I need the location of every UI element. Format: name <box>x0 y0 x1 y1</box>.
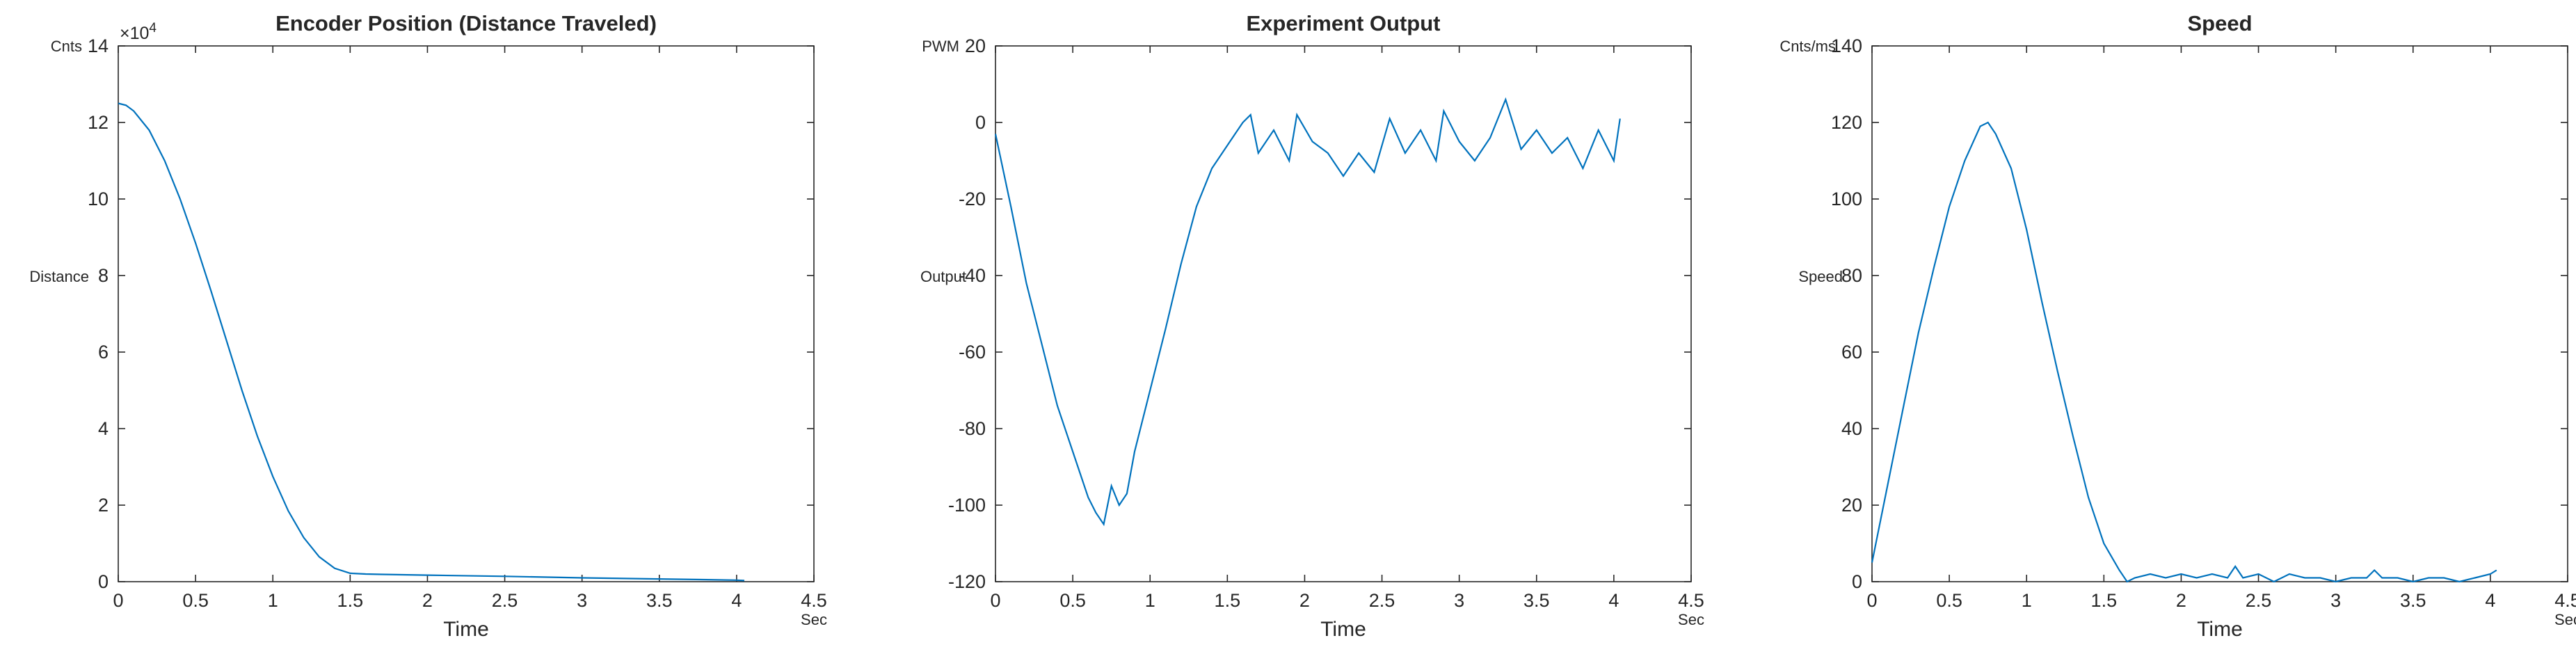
series-line <box>118 102 745 582</box>
x-tick-label: 1 <box>2022 590 2032 611</box>
y-unit-label: Cnts <box>51 38 82 55</box>
x-tick-label: 3.5 <box>2400 590 2426 611</box>
x-axis-label: Time <box>2197 618 2243 641</box>
x-tick-label: 1.5 <box>1215 590 1241 611</box>
y-axis-label: Distance <box>29 268 89 285</box>
y-tick-label: 0 <box>975 112 986 133</box>
x-tick-labels: 0 0.5 1 1.5 2 2.5 3 3.5 4 4.5 <box>1866 46 2576 611</box>
chart-title: Experiment Output <box>1246 11 1440 35</box>
y-axis-label: Output <box>920 268 966 285</box>
axes-frame <box>995 45 1692 582</box>
y-tick-label: 10 <box>88 189 109 209</box>
x-tick-label: 1.5 <box>2091 590 2118 611</box>
plot-area: 0 2 4 6 8 10 12 14 0 0.5 1 1.5 2 2.5 3 3.5 4 4.5 <box>88 35 827 611</box>
x-tick-label: 2 <box>422 590 433 611</box>
y-tick-label: 100 <box>1831 189 1862 209</box>
x-unit-label: Sec <box>801 611 827 628</box>
y-tick-label: 0 <box>1852 571 1862 592</box>
y-tick-label: -40 <box>959 265 986 286</box>
x-tick-label: 2 <box>2176 590 2186 611</box>
plot-area: 0 20 40 60 80 100 120 140 0 0.5 1 1.5 2 2.5 3 3.5 4 4.5 <box>1831 35 2576 611</box>
chart-title: Encoder Position (Distance Traveled) <box>275 11 657 35</box>
y-tick-label: 12 <box>88 112 109 133</box>
x-axis-label: Time <box>1320 618 1366 641</box>
x-tick-label: 2.5 <box>2246 590 2272 611</box>
x-tick-label: 3 <box>1454 590 1464 611</box>
x-tick-label: 2.5 <box>1369 590 1395 611</box>
x-tick-label: 0.5 <box>182 590 209 611</box>
y-tick-labels: -120 -100 -80 -60 -40 -20 0 20 <box>948 35 1691 592</box>
x-tick-label: 2 <box>1299 590 1310 611</box>
y-tick-label: 120 <box>1831 112 1862 133</box>
y-tick-labels: 0 20 40 60 80 100 120 140 <box>1831 35 2568 592</box>
series-line <box>994 97 1621 527</box>
y-tick-label: 40 <box>1841 418 1862 439</box>
y-tick-label: 2 <box>98 495 109 516</box>
y-tick-label: 60 <box>1841 342 1862 363</box>
x-tick-labels: 0 0.5 1 1.5 2 2.5 3 3.5 4 4.5 <box>113 46 827 611</box>
x-tick-label: 4.5 <box>2554 590 2576 611</box>
x-tick-label: 0 <box>990 590 1000 611</box>
x-tick-label: 0 <box>1866 590 1877 611</box>
y-tick-label: 14 <box>88 35 109 56</box>
y-exponent-label: ×104 <box>120 21 157 43</box>
x-tick-label: 4.5 <box>801 590 827 611</box>
series-line <box>1871 121 2497 583</box>
x-tick-labels: 0 0.5 1 1.5 2 2.5 3 3.5 4 4.5 <box>990 46 1704 611</box>
exponent-base: ×10 <box>120 24 149 43</box>
y-tick-label: 0 <box>98 571 109 592</box>
y-tick-label: -100 <box>948 495 986 516</box>
y-tick-label: 8 <box>98 265 109 286</box>
x-tick-label: 1.5 <box>337 590 364 611</box>
y-tick-label: 4 <box>98 418 109 439</box>
y-tick-label: 80 <box>1841 265 1862 286</box>
chart-panel-speed: Speed 0 20 40 60 80 100 120 140 0 0.5 1 1.5 2 2.5 3 3.… <box>1779 11 2576 641</box>
chart-title: Speed <box>2187 11 2252 35</box>
x-unit-label: Sec <box>2554 611 2576 628</box>
axes-frame <box>1871 45 2568 582</box>
x-tick-label: 1 <box>268 590 278 611</box>
x-tick-label: 3.5 <box>1523 590 1550 611</box>
x-tick-label: 1 <box>1145 590 1155 611</box>
x-tick-label: 2.5 <box>492 590 518 611</box>
y-tick-label: -60 <box>959 342 986 363</box>
x-tick-label: 3 <box>2330 590 2341 611</box>
y-tick-label: -120 <box>948 571 986 592</box>
chart-panel-encoder-position: Encoder Position (Distance Traveled) 0 2 4… <box>29 11 827 641</box>
chart-panel-experiment-output: Experiment Output -120 -100 -80 -60 -40 -20 0 2… <box>920 11 1704 641</box>
x-tick-label: 0.5 <box>1936 590 1962 611</box>
x-tick-label: 3 <box>577 590 587 611</box>
y-axis-label: Speed <box>1798 268 1843 285</box>
x-tick-label: 0.5 <box>1059 590 1086 611</box>
y-tick-label: 20 <box>1841 495 1862 516</box>
x-tick-label: 0 <box>113 590 123 611</box>
y-tick-label: 6 <box>98 342 109 363</box>
y-unit-label: PWM <box>922 38 959 55</box>
x-unit-label: Sec <box>1678 611 1704 628</box>
axes-frame <box>118 45 815 582</box>
y-tick-label: 140 <box>1831 35 1862 56</box>
y-tick-label: -80 <box>959 418 986 439</box>
y-unit-label: Cnts/ms <box>1779 38 1836 55</box>
y-tick-label: -20 <box>959 189 986 209</box>
x-tick-label: 4 <box>2485 590 2495 611</box>
x-axis-label: Time <box>443 618 489 641</box>
x-tick-label: 4.5 <box>1678 590 1704 611</box>
x-tick-label: 3.5 <box>646 590 673 611</box>
y-tick-label: 20 <box>965 35 986 56</box>
y-tick-labels: 0 2 4 6 8 10 12 14 <box>88 35 814 592</box>
exponent-power: 4 <box>149 21 157 35</box>
plot-area: -120 -100 -80 -60 -40 -20 0 20 0 0.5 1 1.5 2 2.5 3 3.5… <box>948 35 1704 611</box>
x-tick-label: 4 <box>1608 590 1619 611</box>
x-tick-label: 4 <box>731 590 742 611</box>
